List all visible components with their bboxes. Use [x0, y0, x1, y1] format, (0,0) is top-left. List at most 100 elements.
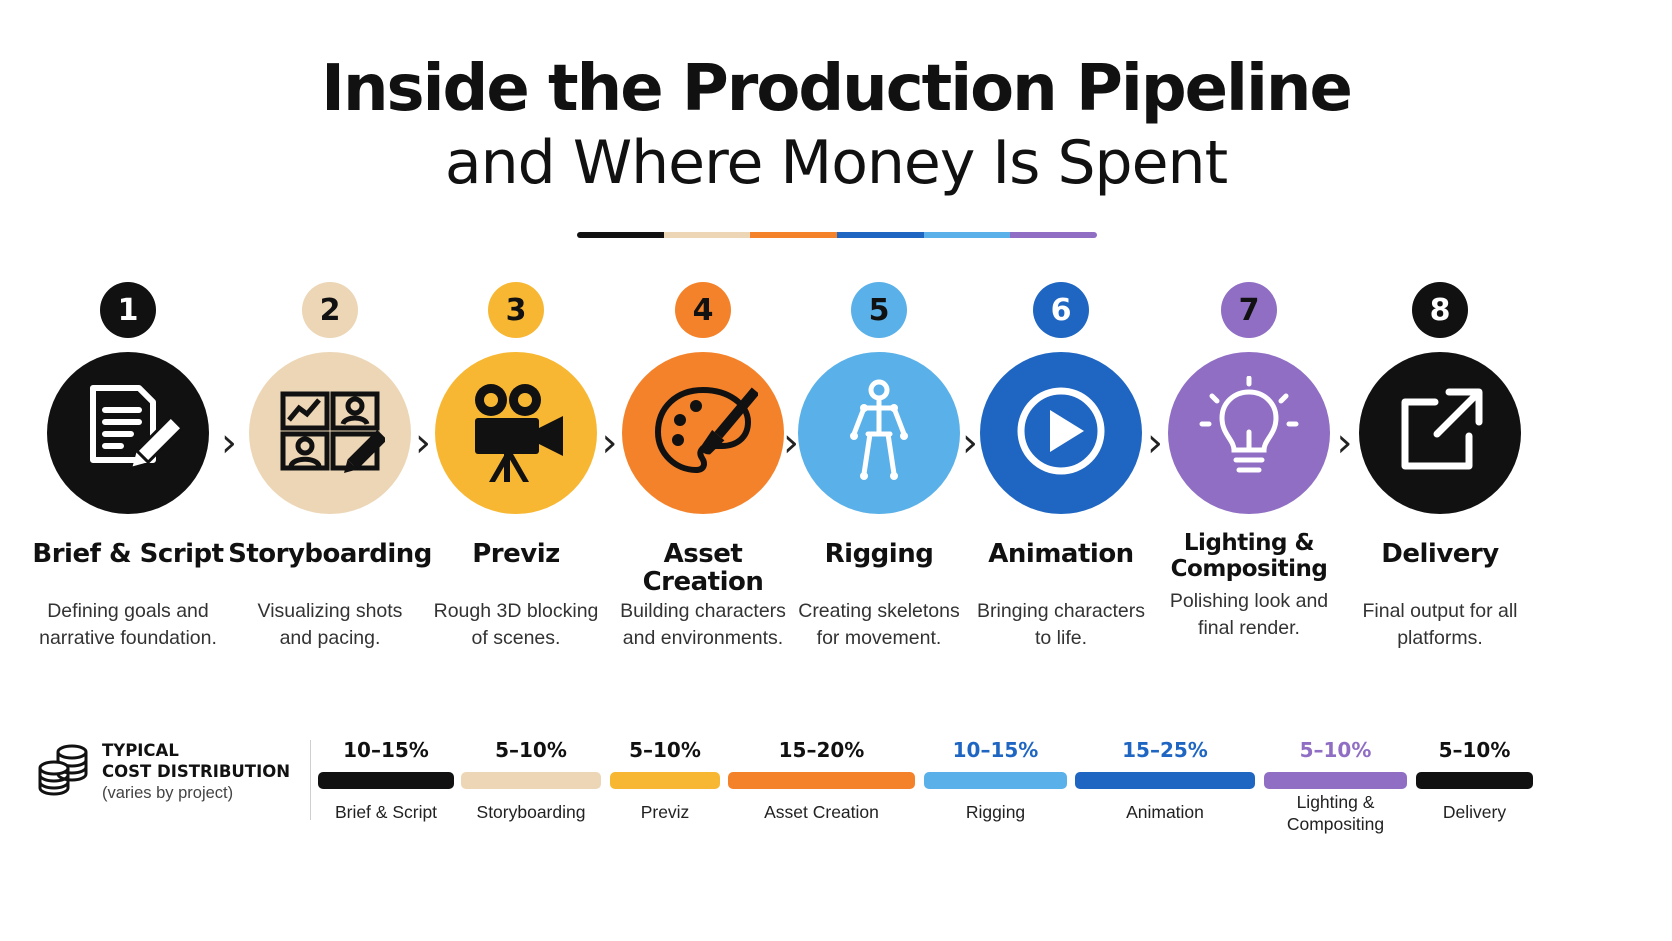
- page-subtitle: and Where Money Is Spent: [444, 128, 1228, 198]
- step-title: Delivery: [1381, 539, 1499, 569]
- cost-title-line1: TYPICAL: [102, 741, 179, 760]
- step-icon-circle: [47, 352, 209, 514]
- cost-bar-column: 15–20% Asset Creation: [728, 738, 915, 823]
- cost-bar: [1416, 772, 1533, 789]
- cost-bar: [461, 772, 601, 789]
- step-description: Defining goals and narrative foundation.: [39, 600, 217, 649]
- divider: [310, 740, 311, 820]
- step-title: Storyboarding: [228, 539, 432, 569]
- pipeline-step: 5 Rigging Creating skeletons for movement.: [779, 282, 979, 652]
- cost-percentage: 15–25%: [1122, 738, 1208, 762]
- cost-bar-column: 15–25% Animation: [1075, 738, 1255, 823]
- step-description: Building characters and environments.: [620, 600, 786, 649]
- cost-percentage: 10–15%: [952, 738, 1039, 762]
- cost-bar-column: 5–10% Previz: [610, 738, 720, 823]
- cost-bar: [1075, 772, 1255, 789]
- cost-bar: [318, 772, 454, 789]
- step-description: Visualizing shots and pacing.: [257, 600, 403, 649]
- storyboard-icon: [275, 376, 388, 491]
- step-title: Animation: [988, 539, 1134, 569]
- cost-bar-label: Delivery: [1442, 802, 1507, 822]
- cost-bar-column: 5–10% Storyboarding: [461, 738, 601, 823]
- film-camera-icon: [461, 376, 571, 491]
- pipeline-step: 7 Lighting & Compositing Polishing look an…: [1149, 282, 1349, 642]
- cost-percentage: 15–20%: [778, 738, 865, 762]
- step-icon-circle: [798, 352, 960, 514]
- cost-bar-column: 10–15% Rigging: [924, 738, 1067, 823]
- cost-bar-column: 5–10% Lighting & Compositing: [1264, 738, 1407, 835]
- cost-bar-label: Previz: [640, 802, 690, 822]
- skeleton-icon: [824, 376, 934, 491]
- page-title: Inside the Production Pipeline: [321, 52, 1353, 126]
- cost-percentage: 5–10%: [1438, 738, 1511, 762]
- step-description: Creating skeletons for movement.: [798, 600, 960, 649]
- step-number-badge: 6: [1033, 282, 1089, 338]
- pipeline-step: 4 Asset Creation Building characters and e…: [603, 282, 803, 652]
- lightbulb-icon: [1194, 375, 1304, 491]
- pipeline-step: 2 Storyboarding Visualizing shots and paci…: [228, 282, 432, 652]
- cost-percentage: 5–10%: [1299, 738, 1372, 762]
- step-icon-circle: [249, 352, 411, 514]
- underline-segment: [923, 232, 1011, 238]
- cost-distribution-label: TYPICAL COST DISTRIBUTION (varies by proj…: [36, 740, 316, 810]
- step-number-badge: 3: [488, 282, 544, 338]
- cost-percentage: 10–15%: [343, 738, 429, 762]
- step-number-badge: 4: [675, 282, 731, 338]
- cost-bar-label: Animation: [1126, 802, 1204, 822]
- cost-title-line2: COST DISTRIBUTION: [102, 762, 291, 781]
- underline-segment: [837, 232, 924, 238]
- cost-bar-column: 5–10% Delivery: [1416, 738, 1533, 823]
- cost-bar-label: Rigging: [965, 802, 1026, 822]
- chevron-right-icon: ›: [415, 420, 431, 466]
- step-description: Polishing look and final render.: [1169, 590, 1329, 639]
- cost-bar: [924, 772, 1067, 789]
- cost-bar-label: Asset Creation: [764, 802, 879, 822]
- cost-bar-column: 10–15% Brief & Script: [318, 738, 454, 823]
- step-number-badge: 1: [100, 282, 156, 338]
- cost-percentage: 5–10%: [495, 738, 567, 762]
- step-number-badge: 8: [1412, 282, 1468, 338]
- chevron-right-icon: ›: [1147, 420, 1163, 466]
- step-number-badge: 5: [851, 282, 907, 338]
- pipeline-step: 8 Delivery Final output for all platforms.: [1340, 282, 1540, 652]
- pipeline-step: 3 Previz Rough 3D blocking of scenes.: [416, 282, 616, 652]
- step-icon-circle: [1359, 352, 1521, 514]
- cost-bar-label: Brief & Script: [334, 802, 438, 822]
- pipeline-step: 1 Brief & Script Defining goals and narrat…: [28, 282, 228, 652]
- cost-bar-label: Storyboarding: [476, 802, 586, 822]
- coins-stack-icon: [38, 744, 88, 796]
- step-title: Asset Creation: [642, 539, 764, 597]
- chevron-right-icon: ›: [783, 420, 799, 466]
- chevron-right-icon: ›: [962, 420, 978, 466]
- cost-note: (varies by project): [102, 784, 234, 802]
- underline-segment: [1010, 232, 1097, 238]
- cost-bar: [610, 772, 720, 789]
- step-description: Bringing characters to life.: [977, 600, 1145, 649]
- step-title: Brief & Script: [32, 539, 224, 569]
- underline-segment: [750, 232, 838, 238]
- play-icon: [1006, 376, 1116, 491]
- step-title: Previz: [472, 539, 560, 569]
- external-link-icon: [1385, 376, 1495, 491]
- step-description: Final output for all platforms.: [1362, 600, 1518, 649]
- chevron-right-icon: ›: [221, 420, 237, 466]
- underline-segment: [663, 232, 751, 238]
- step-number-badge: 2: [302, 282, 358, 338]
- underline-segment: [577, 232, 664, 238]
- step-title: Rigging: [824, 539, 934, 569]
- step-icon-circle: [980, 352, 1142, 514]
- palette-brush-icon: [648, 376, 760, 491]
- cost-bar: [728, 772, 915, 789]
- step-description: Rough 3D blocking of scenes.: [433, 600, 599, 649]
- cost-bar: [1264, 772, 1407, 789]
- cost-percentage: 5–10%: [629, 738, 701, 762]
- step-icon-circle: [1168, 352, 1330, 514]
- title-underline: [577, 232, 1097, 238]
- chevron-right-icon: ›: [601, 420, 618, 466]
- cost-bar-label: Lighting & Compositing: [1286, 792, 1385, 834]
- document-pencil-icon: [73, 376, 185, 491]
- chevron-right-icon: ›: [1336, 420, 1353, 466]
- step-icon-circle: [435, 352, 597, 514]
- step-number-badge: 7: [1221, 282, 1277, 338]
- step-icon-circle: [622, 352, 784, 514]
